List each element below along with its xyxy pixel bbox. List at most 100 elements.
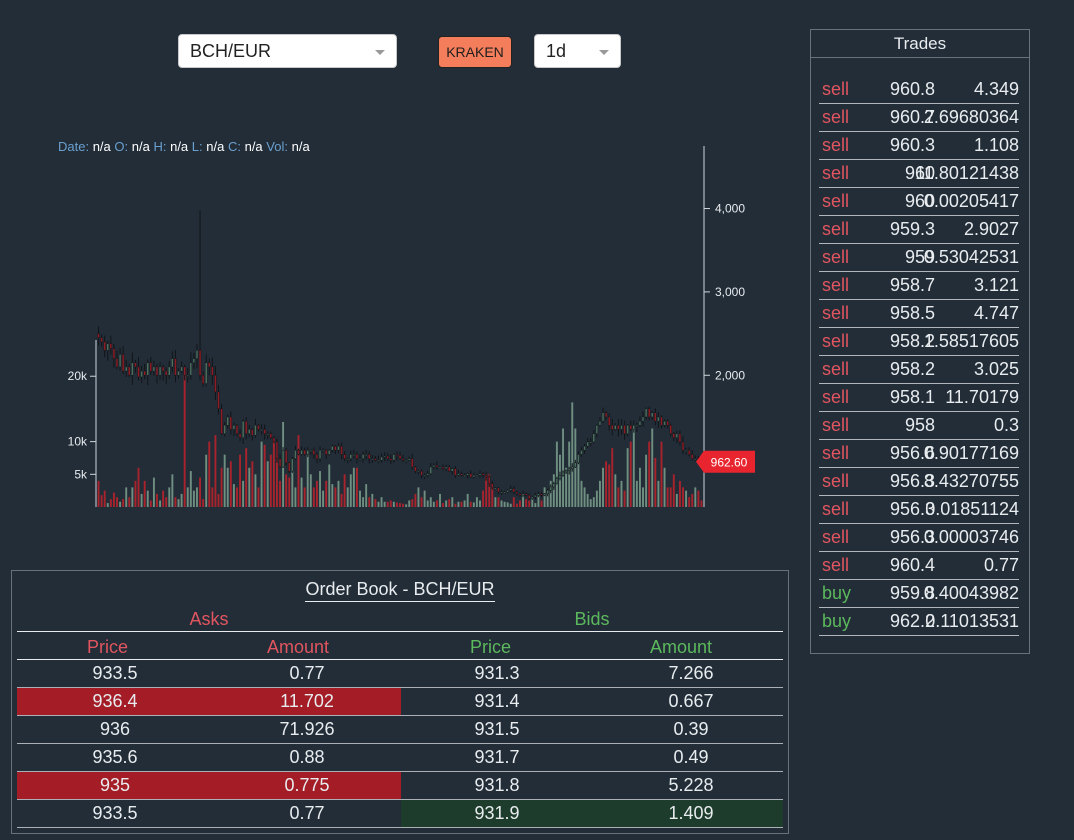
asks-label: Asks bbox=[189, 609, 229, 629]
volume-bar bbox=[466, 493, 469, 507]
candle bbox=[177, 368, 180, 379]
volume-bar bbox=[359, 490, 361, 507]
candle bbox=[521, 490, 525, 498]
volume-bar bbox=[632, 428, 635, 507]
volume-bar bbox=[199, 477, 202, 507]
trade-side: sell bbox=[822, 331, 850, 351]
candle bbox=[343, 451, 346, 462]
candle bbox=[189, 352, 192, 380]
candle bbox=[395, 451, 399, 461]
candle bbox=[115, 350, 119, 370]
divider bbox=[811, 57, 1029, 58]
candle bbox=[112, 343, 116, 368]
asks-price-header: Price bbox=[87, 637, 129, 657]
candle bbox=[334, 445, 337, 454]
candle bbox=[401, 454, 405, 462]
trade-row: sell 960.7 2.69680364 bbox=[819, 104, 1019, 132]
trade-price: 958.2 bbox=[889, 359, 935, 379]
volume-bar bbox=[654, 457, 657, 507]
asks-amount-header: Amount bbox=[267, 637, 330, 657]
candle bbox=[540, 491, 543, 497]
candle bbox=[426, 470, 429, 478]
volume-bar bbox=[242, 480, 245, 507]
volume-bar bbox=[192, 490, 195, 507]
exchange-button[interactable]: KRAKEN bbox=[438, 36, 512, 68]
volume-bar bbox=[254, 474, 257, 507]
trade-amount: 4.747 bbox=[973, 303, 1019, 323]
candle bbox=[303, 447, 306, 456]
candle bbox=[309, 449, 312, 455]
candle bbox=[328, 449, 331, 456]
trade-amount: 3.025 bbox=[973, 359, 1019, 379]
candle bbox=[383, 452, 386, 462]
volume-bar bbox=[537, 493, 540, 507]
volume-bar bbox=[328, 464, 331, 507]
trade-row: sell 958.7 3.121 bbox=[819, 272, 1019, 300]
volume-bar bbox=[208, 441, 211, 507]
pair-select[interactable]: BCH/EUR bbox=[178, 34, 397, 68]
candle bbox=[118, 347, 122, 371]
candle bbox=[558, 471, 562, 481]
volume-bar bbox=[220, 467, 223, 507]
trade-row: sell 956.3 0.00003746 bbox=[819, 524, 1019, 552]
volume-bar bbox=[414, 493, 417, 507]
high-value: n/a bbox=[170, 139, 189, 154]
price-chart[interactable]: 4,000 3,000 2,000 20k 10k 5k 962.60 bbox=[0, 0, 780, 520]
volume-bar bbox=[392, 501, 395, 507]
volume-bar bbox=[315, 480, 318, 507]
bid-amount: 0.39 bbox=[673, 719, 709, 739]
volume-bar bbox=[368, 497, 371, 507]
bids-label: Bids bbox=[574, 609, 610, 629]
trade-side: sell bbox=[822, 499, 850, 519]
volume-bar bbox=[106, 503, 109, 507]
volume-bar bbox=[131, 487, 134, 507]
low-value: n/a bbox=[206, 139, 225, 154]
volume-bar bbox=[540, 500, 543, 507]
candle bbox=[481, 472, 485, 479]
candle bbox=[315, 452, 319, 464]
candle bbox=[644, 407, 648, 420]
candle bbox=[506, 488, 509, 493]
candle bbox=[198, 210, 202, 381]
candle bbox=[109, 335, 112, 355]
volume-bar bbox=[217, 493, 220, 507]
bid-cell: 931.3 7.266 bbox=[401, 660, 783, 687]
candle bbox=[146, 359, 149, 386]
candle bbox=[438, 465, 442, 469]
trade-side: sell bbox=[822, 415, 850, 435]
trade-row: sell 958.5 4.747 bbox=[819, 300, 1019, 328]
ask-amount: 0.775 bbox=[284, 775, 330, 795]
candle bbox=[263, 424, 266, 440]
volume-bar bbox=[460, 501, 463, 507]
candle bbox=[564, 469, 568, 474]
volume-bar bbox=[635, 480, 638, 507]
trade-price: 959.8 bbox=[889, 583, 935, 603]
volume-bar bbox=[149, 500, 152, 507]
volume-bar bbox=[97, 480, 100, 507]
candle bbox=[475, 473, 479, 477]
candle bbox=[497, 486, 500, 495]
candle bbox=[355, 451, 359, 464]
volume-bar bbox=[386, 501, 389, 507]
volume-bar bbox=[128, 497, 131, 507]
volume-bar bbox=[226, 467, 229, 507]
volume-bar bbox=[260, 441, 263, 507]
candle bbox=[128, 363, 131, 378]
volume-bar bbox=[497, 497, 500, 507]
candle bbox=[672, 432, 675, 441]
candle bbox=[429, 463, 432, 475]
candle bbox=[291, 456, 294, 473]
candle bbox=[131, 352, 134, 386]
volume-bar bbox=[629, 441, 632, 507]
trades-list: sell 960.8 4.349 sell 960.7 2.69680364 sell 960… bbox=[819, 76, 1019, 636]
volume-bar bbox=[402, 503, 405, 507]
interval-select[interactable]: 1d bbox=[534, 34, 621, 68]
date-value: n/a bbox=[92, 139, 111, 154]
volume-bar bbox=[694, 487, 697, 507]
volume-bar bbox=[543, 487, 546, 507]
ask-cell: 935 0.775 bbox=[17, 772, 401, 799]
volume-bar bbox=[257, 487, 260, 507]
candle bbox=[626, 424, 629, 437]
trade-row: buy 962.2 0.11013531 bbox=[819, 608, 1019, 636]
ask-amount: 0.88 bbox=[289, 747, 325, 767]
